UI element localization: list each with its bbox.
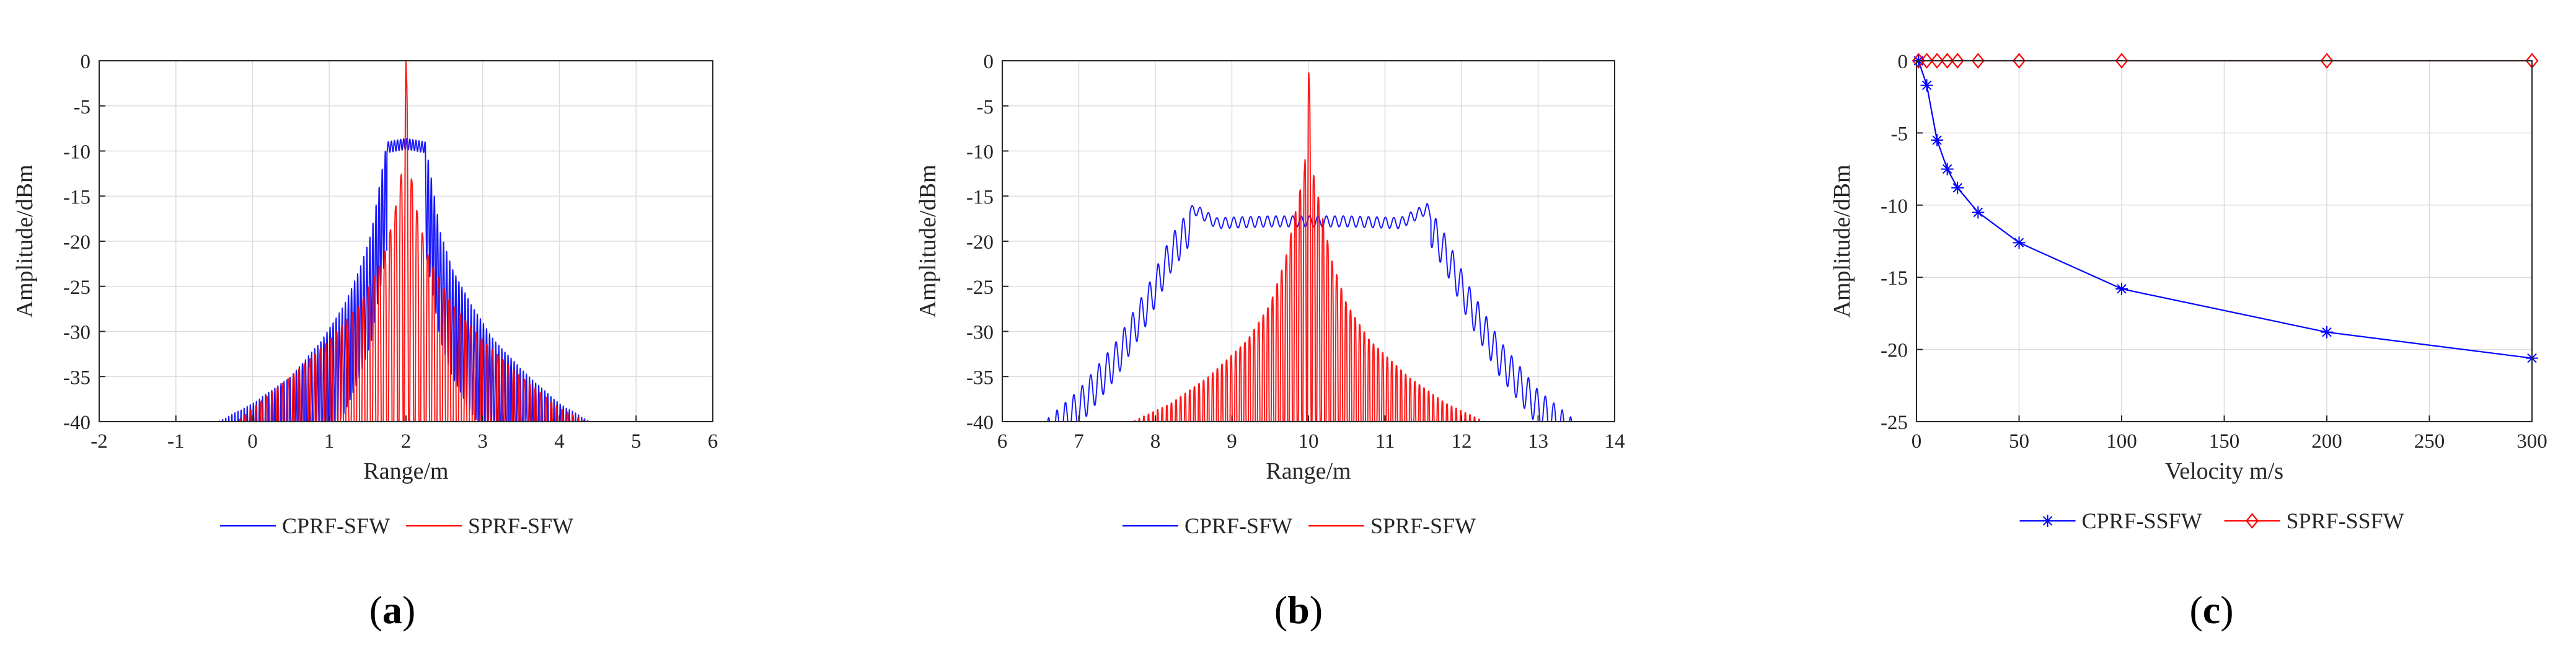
x-tick-label: 5 <box>631 430 642 453</box>
y-axis-label: Amplitude/dBm <box>1829 165 1855 318</box>
x-tick-label: 13 <box>1528 430 1548 453</box>
panel-label-close: ) <box>402 588 415 632</box>
legend-marker-star <box>2041 515 2054 527</box>
data-point-star <box>2321 326 2333 339</box>
legend-label: CPRF-SFW <box>1184 513 1292 538</box>
x-axis-label: Range/m <box>363 458 448 484</box>
panel-label-close: ) <box>1310 588 1323 632</box>
panel-label: (c) <box>2189 588 2233 632</box>
legend-label: CPRF-SFW <box>282 513 390 538</box>
y-tick-label: -20 <box>966 231 994 254</box>
x-axis-label: Range/m <box>1266 458 1351 484</box>
x-tick-label: 200 <box>2311 430 2342 453</box>
legend-marker-diamond <box>2246 513 2259 529</box>
legend-label: SPRF-SFW <box>1370 513 1476 538</box>
x-tick-label: 11 <box>1375 430 1395 453</box>
data-point-diamond <box>1941 53 1954 69</box>
y-tick-label: -40 <box>966 412 994 434</box>
panel-label-open: ( <box>2189 588 2202 632</box>
y-tick-label: -25 <box>966 277 994 299</box>
panel-label-open: ( <box>1274 588 1287 632</box>
x-tick-label: 100 <box>2106 430 2137 453</box>
x-tick-label: 0 <box>1912 430 1922 453</box>
x-tick-label: 9 <box>1227 430 1237 453</box>
x-tick-label: -2 <box>90 430 108 453</box>
x-tick-label: 150 <box>2209 430 2240 453</box>
y-tick-label: 0 <box>1898 51 1908 73</box>
panel-label-letter: a <box>382 588 402 632</box>
y-tick-label: -15 <box>1881 267 1908 290</box>
y-tick-label: -10 <box>63 141 90 164</box>
x-tick-label: 7 <box>1074 430 1084 453</box>
x-tick-label: 0 <box>247 430 258 453</box>
y-tick-label: -10 <box>966 141 994 164</box>
x-tick-label: 2 <box>401 430 412 453</box>
y-tick-label: -15 <box>63 186 90 208</box>
y-tick-label: 0 <box>984 51 994 73</box>
legend: CPRF-SFW SPRF-SFW <box>1123 513 1476 538</box>
data-point-diamond <box>2115 53 2128 69</box>
y-tick-label: -5 <box>1891 123 1908 145</box>
legend-label: SPRF-SFW <box>468 513 573 538</box>
panel-c: 0 50 100 150 200 250 300 0 -5 -10 -15 -20 -25 Velocit… <box>1829 51 2547 632</box>
x-tick-label: 10 <box>1299 430 1319 453</box>
x-tick-label: 4 <box>554 430 565 453</box>
x-tick-label: 50 <box>2009 430 2029 453</box>
legend-label: CPRF-SSFW <box>2082 508 2202 533</box>
data-point-diamond <box>1930 53 1944 69</box>
x-tick-label: 250 <box>2414 430 2445 453</box>
y-tick-label: -40 <box>63 412 90 434</box>
x-tick-label: 1 <box>324 430 335 453</box>
data-point-star <box>1972 206 1985 219</box>
data-point-diamond <box>1920 53 1933 69</box>
x-tick-label: 12 <box>1452 430 1472 453</box>
x-tick-label: 6 <box>708 430 718 453</box>
data-point-diamond <box>1951 53 1964 69</box>
x-tick-label: 8 <box>1150 430 1161 453</box>
y-tick-label: -20 <box>1881 340 1908 362</box>
x-tick-label: 3 <box>478 430 488 453</box>
data-point-star <box>2115 282 2128 295</box>
legend: CPRF-SFW SPRF-SFW <box>220 513 573 538</box>
data-point-diamond <box>1971 53 1985 69</box>
panel-label: (a) <box>369 588 416 632</box>
data-point-star <box>2013 236 2026 249</box>
panel-label-letter: b <box>1287 588 1310 632</box>
series-line-cprf-ssfw <box>1918 60 2532 359</box>
panel-a: -2 -1 0 1 2 3 4 5 60-5-10-15-20-25-30-35-40Range… <box>12 51 718 632</box>
y-axis-label: Amplitude/dBm <box>915 165 941 318</box>
x-axis-label: Velocity m/s <box>2165 458 2283 484</box>
y-tick-label: -5 <box>74 96 91 118</box>
panel-label: (b) <box>1274 588 1323 632</box>
y-tick-label: -15 <box>966 186 994 208</box>
panel-b: 6 7 8 9 10 11 12 13 14 0 -5 -10 -15 -20 -25 -30 -35 -40 Ra… <box>915 51 1625 632</box>
y-tick-label: -35 <box>966 366 994 389</box>
panel-label-letter: c <box>2203 588 2220 632</box>
legend: CPRF-SSFW SPRF-SSFW <box>2019 508 2404 533</box>
y-tick-label: -30 <box>966 322 994 344</box>
y-tick-label: -25 <box>63 277 90 299</box>
y-tick-label: -5 <box>977 96 994 118</box>
panel-label-open: ( <box>369 588 382 632</box>
data-point-diamond <box>2320 53 2334 69</box>
data-point-diamond <box>2013 53 2026 69</box>
x-tick-label: 300 <box>2516 430 2547 453</box>
legend-label: SPRF-SSFW <box>2287 508 2404 533</box>
y-axis-label: Amplitude/dBm <box>12 165 38 318</box>
x-tick-label: 6 <box>997 430 1008 453</box>
y-tick-label: -20 <box>63 231 90 254</box>
y-tick-label: -10 <box>1881 195 1908 218</box>
data-point-star <box>1951 181 1964 194</box>
data-point-star <box>1920 79 1933 92</box>
panel-label-close: ) <box>2220 588 2233 632</box>
x-tick-label: -1 <box>167 430 185 453</box>
y-tick-label: 0 <box>81 51 91 73</box>
data-point-star <box>1931 134 1944 147</box>
x-tick-label: 14 <box>1605 430 1625 453</box>
y-tick-label: -35 <box>63 366 90 389</box>
data-point-star <box>1941 162 1954 175</box>
y-tick-label: -30 <box>63 322 90 344</box>
y-tick-label: -25 <box>1881 412 1908 434</box>
